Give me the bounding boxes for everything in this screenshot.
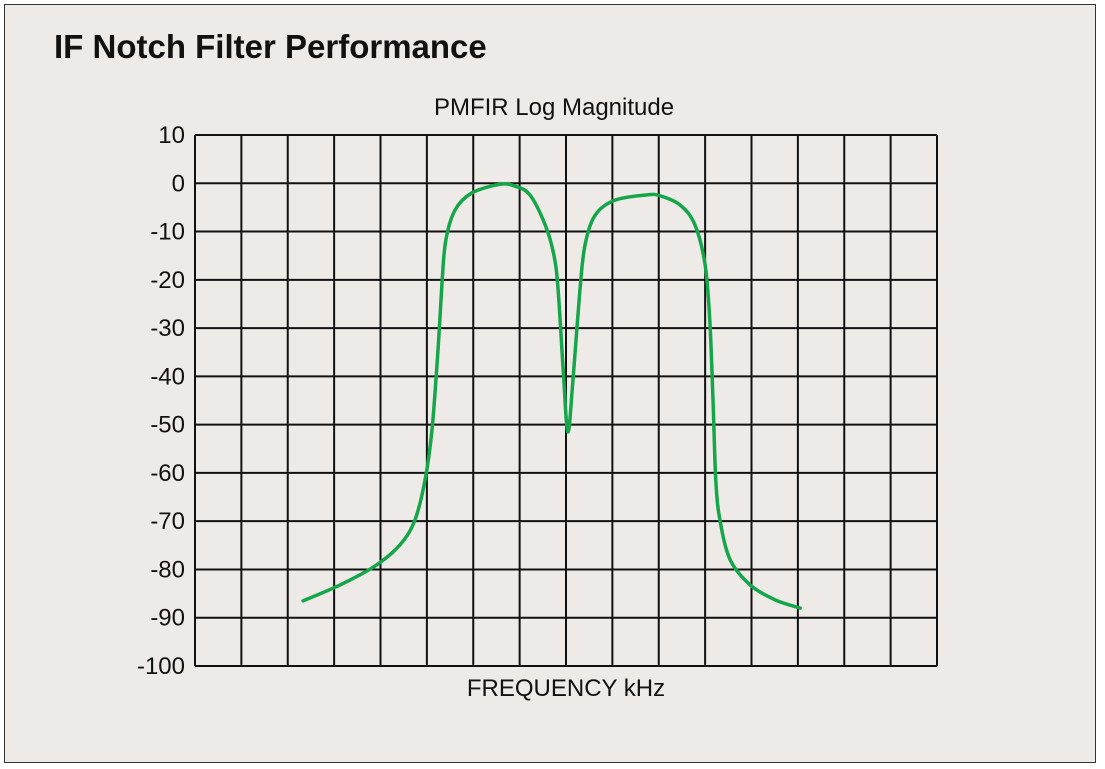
y-tick-label: -100 [137, 653, 185, 680]
y-tick-label: 0 [172, 170, 185, 197]
y-tick-label: -50 [150, 412, 185, 439]
y-tick-labels: 10 0 -10 -20 -30 -40 -50 -60 -70 -80 -90 -100 [137, 122, 185, 680]
y-tick-label: -30 [150, 315, 185, 342]
y-tick-label: -10 [150, 219, 185, 246]
y-tick-label: -70 [150, 508, 185, 535]
x-axis-label: FREQUENCY kHz [467, 675, 665, 702]
y-tick-label: -90 [150, 605, 185, 632]
grid [194, 134, 938, 667]
y-tick-label: -80 [150, 556, 185, 583]
chart-title: PMFIR Log Magnitude [434, 94, 674, 121]
series-line [301, 182, 802, 610]
y-tick-label: -60 [150, 460, 185, 487]
y-tick-label: 10 [158, 122, 185, 149]
y-tick-label: -40 [150, 363, 185, 390]
page-title: IF Notch Filter Performance [54, 28, 487, 65]
y-tick-label: -20 [150, 267, 185, 294]
chart-frame [4, 4, 1096, 763]
